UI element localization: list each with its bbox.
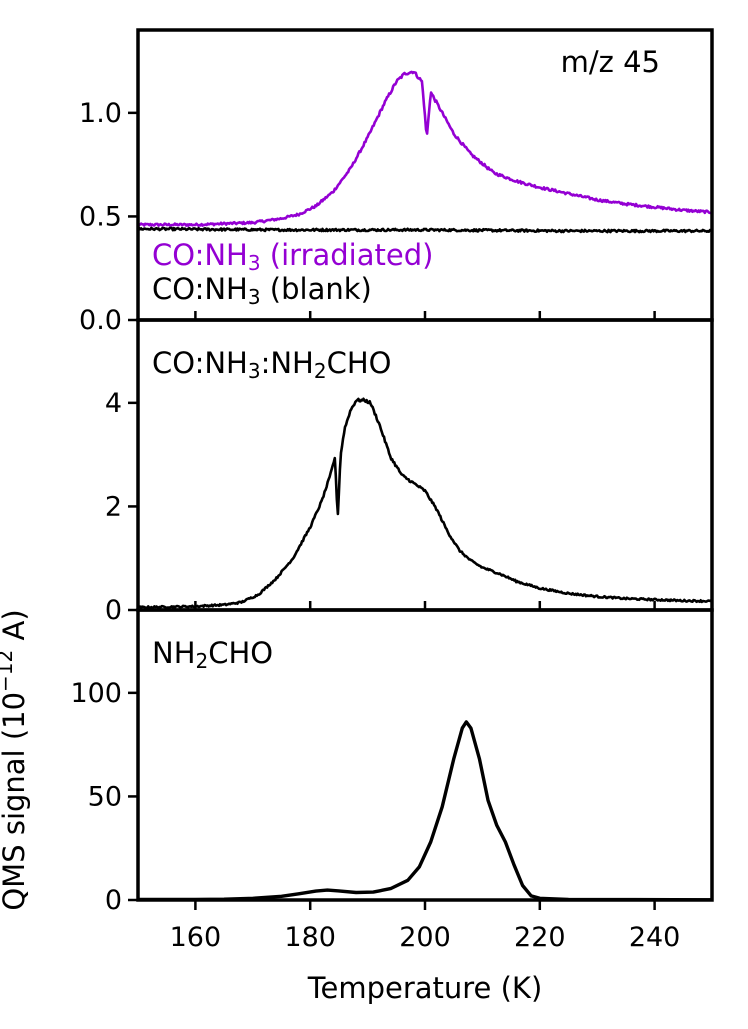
y-tick-label-1-1: 0.0 <box>79 305 122 336</box>
panel-frame-3 <box>136 608 714 902</box>
y-tick-label-2-3: 4 <box>105 388 122 419</box>
panel-annotation-1: m/z 45 <box>561 45 660 79</box>
y-axis-title: QMS signal (10−12 A) <box>0 609 31 910</box>
panel-annotation-3: NH2CHO <box>152 636 273 673</box>
x-tick-label-5: 240 <box>629 922 681 953</box>
series-line-1-2 <box>138 226 712 234</box>
x-tick-label-4: 220 <box>514 922 566 953</box>
series-line-1-1 <box>138 70 712 227</box>
y-tick-label-3-2: 50 <box>88 781 122 812</box>
legend-irradiated: CO:NH3 (irradiated) <box>152 238 433 275</box>
panel-1: 0.0 0.5 1.0 m/z 45 CO:NH3 (irradiated)CO:NH3… <box>79 28 714 336</box>
y-tick-label-2-2: 2 <box>105 491 122 522</box>
legend-blank: CO:NH3 (blank) <box>152 272 372 309</box>
x-tick-label-1: 160 <box>170 922 222 953</box>
x-axis-title: Temperature (K) <box>307 971 543 1005</box>
y-tick-label-3-3: 100 <box>70 678 122 709</box>
y-tick-label-1-3: 1.0 <box>79 98 122 129</box>
series-line-2-1 <box>138 397 712 610</box>
x-tick-label-3: 200 <box>399 922 451 953</box>
y-tick-label-2-1: 0 <box>105 595 122 626</box>
panel-annotation-2: CO:NH3:NH2CHO <box>152 346 391 383</box>
panel-3: 0 50 100 NH2CHO <box>70 608 714 916</box>
y-tick-label-3-1: 0 <box>105 885 122 916</box>
y-tick-label-1-2: 0.5 <box>79 201 122 232</box>
panel-2: 0 2 4 CO:NH3:NH2CHO <box>105 318 714 626</box>
series-line-3-1 <box>138 720 712 900</box>
x-tick-label-2: 180 <box>284 922 336 953</box>
